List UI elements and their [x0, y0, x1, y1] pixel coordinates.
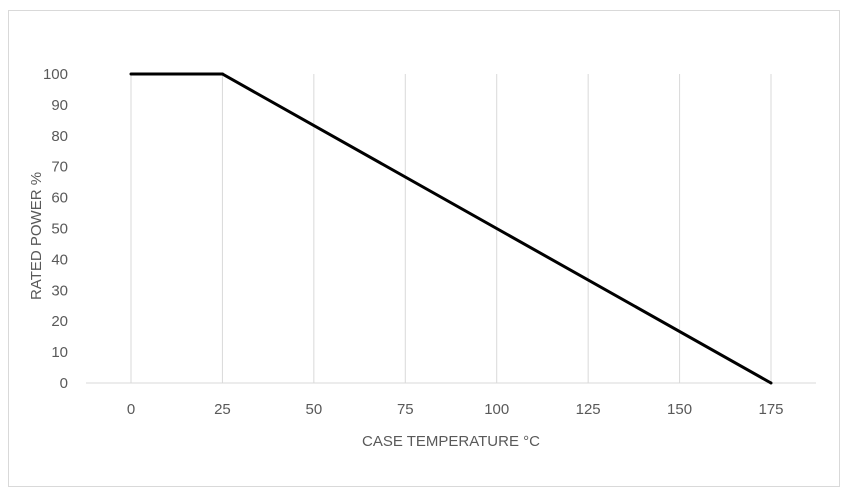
y-tick-label: 0: [60, 375, 68, 392]
y-tick-label: 60: [51, 190, 68, 207]
gridlines: [130, 74, 772, 383]
y-tick-label: 70: [51, 159, 68, 176]
y-tick-label: 100: [43, 66, 68, 83]
data-point: [769, 381, 773, 385]
series-layer: [129, 72, 773, 385]
chart-area: [8, 10, 840, 487]
y-tick-label: 10: [51, 344, 68, 361]
y-tick-label: 90: [51, 97, 68, 114]
y-tick-label: 30: [51, 282, 68, 299]
x-tick-label: 100: [484, 401, 509, 418]
x-axis-title: CASE TEMPERATURE °C: [362, 433, 540, 450]
y-axis-ticks: 0 10 20 30 40 50 60 70 80 90 100: [43, 66, 68, 392]
x-tick-label: 25: [214, 401, 231, 418]
x-tick-label: 175: [758, 401, 783, 418]
y-tick-label: 50: [51, 221, 68, 238]
y-axis-title: RATED POWER %: [28, 172, 45, 300]
x-tick-label: 50: [306, 401, 323, 418]
x-tick-label: 125: [576, 401, 601, 418]
series-line-rated-power: [131, 72, 772, 385]
y-tick-label: 40: [51, 251, 68, 268]
y-tick-label: 20: [51, 313, 68, 330]
y-tick-label: 80: [51, 128, 68, 145]
x-axis-ticks: 0 25 50 75 100 125 150 175: [127, 401, 784, 418]
x-tick-label: 150: [667, 401, 692, 418]
data-point: [129, 72, 133, 76]
x-tick-label: 0: [127, 401, 135, 418]
data-point: [220, 72, 224, 76]
x-tick-label: 75: [397, 401, 414, 418]
